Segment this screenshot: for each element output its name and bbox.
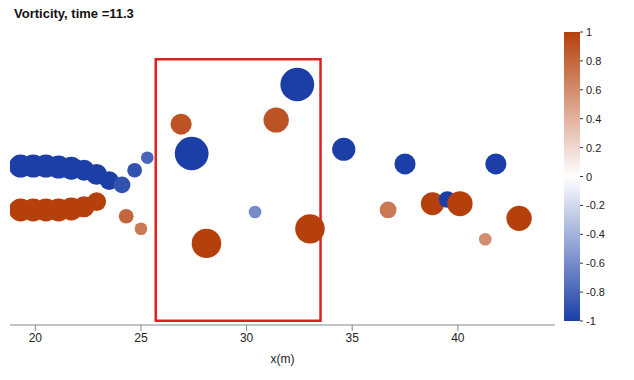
svg-text:20: 20	[29, 331, 43, 345]
svg-text:-0.6: -0.6	[586, 257, 605, 269]
svg-text:35: 35	[346, 331, 360, 345]
svg-text:1: 1	[586, 26, 592, 38]
svg-text:30: 30	[240, 331, 254, 345]
svg-text:x(m): x(m)	[271, 352, 295, 366]
svg-text:-0.2: -0.2	[586, 199, 605, 211]
svg-text:0.2: 0.2	[586, 142, 601, 154]
svg-text:-0.8: -0.8	[586, 286, 605, 298]
svg-text:-0.4: -0.4	[586, 228, 605, 240]
svg-text:0.6: 0.6	[586, 84, 601, 96]
html-text:Vorticity, time =11.3: Vorticity, time =11.3	[14, 6, 134, 21]
svg-text:0: 0	[586, 171, 592, 183]
svg-text:0.4: 0.4	[586, 113, 601, 125]
svg-text:40: 40	[451, 331, 465, 345]
svg-text:25: 25	[134, 331, 148, 345]
svg-text:-1: -1	[586, 315, 596, 327]
svg-text:0.8: 0.8	[586, 55, 601, 67]
